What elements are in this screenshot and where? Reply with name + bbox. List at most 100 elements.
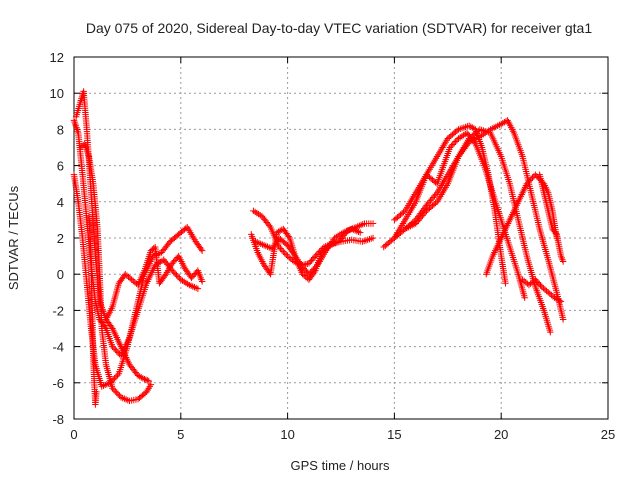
data-point (528, 279, 536, 286)
data-point (446, 144, 454, 151)
data-point (316, 248, 323, 255)
data-point (275, 228, 282, 235)
data-point (125, 273, 132, 281)
y-tick-label: -4 (52, 340, 64, 355)
data-point (277, 245, 284, 252)
chart-title: Day 075 of 2020, Sidereal Day-to-day VTE… (86, 20, 593, 36)
data-point (170, 268, 177, 276)
data-point (465, 122, 473, 129)
data-point (302, 273, 309, 281)
y-tick-label: 4 (57, 195, 64, 210)
y-tick-label: -8 (52, 412, 64, 427)
data-point (305, 271, 313, 278)
data-point (431, 192, 438, 200)
data-point (357, 229, 364, 236)
data-point (544, 289, 552, 296)
data-point (284, 252, 291, 260)
x-tick-label: 5 (177, 427, 184, 442)
data-point (427, 197, 434, 204)
data-point (527, 280, 534, 287)
data-point (417, 213, 425, 221)
data-point (412, 220, 419, 227)
data-point (559, 258, 567, 265)
data-point (136, 373, 143, 380)
data-point (173, 271, 180, 279)
data-point (533, 172, 540, 180)
data-point (461, 145, 468, 152)
data-point (551, 294, 558, 301)
data-point (449, 141, 456, 148)
y-axis-label: SDTVAR / TECUs (6, 185, 21, 290)
data-point (101, 323, 109, 331)
axis-ticks: 0 5 10 15 20 25 -8 -6 -4 -2 0 2 4 6 8 10 12 (50, 50, 616, 442)
data-point (114, 349, 122, 356)
data-point (130, 277, 137, 285)
y-tick-label: 6 (57, 159, 64, 174)
data-point (93, 388, 100, 396)
series-arc-16 (536, 171, 567, 265)
data-point (428, 195, 435, 203)
data-point (543, 287, 550, 295)
data-point (286, 254, 293, 261)
data-point (423, 202, 430, 209)
data-point (300, 272, 308, 279)
data-point (498, 120, 505, 128)
x-tick-label: 0 (70, 427, 77, 442)
data-point (526, 177, 533, 184)
data-point (141, 375, 148, 383)
data-point (529, 174, 536, 181)
data-point (460, 146, 467, 154)
data-point (463, 142, 470, 149)
data-point (142, 376, 150, 383)
y-tick-label: 8 (57, 122, 64, 137)
data-point (138, 374, 145, 381)
data-point (112, 388, 119, 395)
data-point (462, 143, 469, 151)
x-axis-label: GPS time / hours (291, 458, 390, 473)
data-point (198, 247, 206, 254)
data-point (139, 375, 147, 382)
data-point (197, 245, 205, 253)
data-point (523, 180, 531, 187)
data-point (278, 226, 285, 234)
data-point (266, 222, 273, 229)
data-point (448, 142, 455, 150)
data-point (415, 217, 422, 224)
data-point (499, 119, 507, 127)
data-point (419, 212, 426, 219)
data-point (559, 316, 567, 323)
data-point (525, 281, 533, 289)
data-point (540, 285, 547, 292)
data-point (416, 215, 423, 222)
data-point (114, 391, 122, 398)
data-point (455, 153, 462, 160)
data-point (520, 277, 528, 285)
data-point (556, 297, 563, 304)
x-tick-label: 25 (601, 427, 615, 442)
data-point (110, 386, 118, 393)
data-point (171, 270, 179, 277)
y-tick-label: 0 (57, 267, 64, 282)
data-point (469, 124, 476, 131)
data-point (554, 296, 562, 303)
data-point (413, 218, 421, 226)
data-point (525, 178, 532, 186)
y-tick-label: 12 (50, 50, 64, 65)
data-point (424, 200, 431, 208)
data-point (161, 272, 168, 279)
data-point (313, 251, 320, 258)
data-point (425, 199, 433, 206)
data-point (131, 279, 139, 286)
data-point (112, 373, 120, 380)
series-arc-15 (519, 276, 565, 305)
data-point (429, 194, 437, 201)
data-point (527, 175, 535, 183)
data-point (519, 276, 526, 283)
data-point (126, 275, 134, 282)
data-point (174, 273, 182, 280)
y-tick-label: -2 (52, 303, 64, 318)
data-point (114, 372, 121, 379)
data-point (165, 239, 173, 247)
data-point (421, 209, 429, 216)
